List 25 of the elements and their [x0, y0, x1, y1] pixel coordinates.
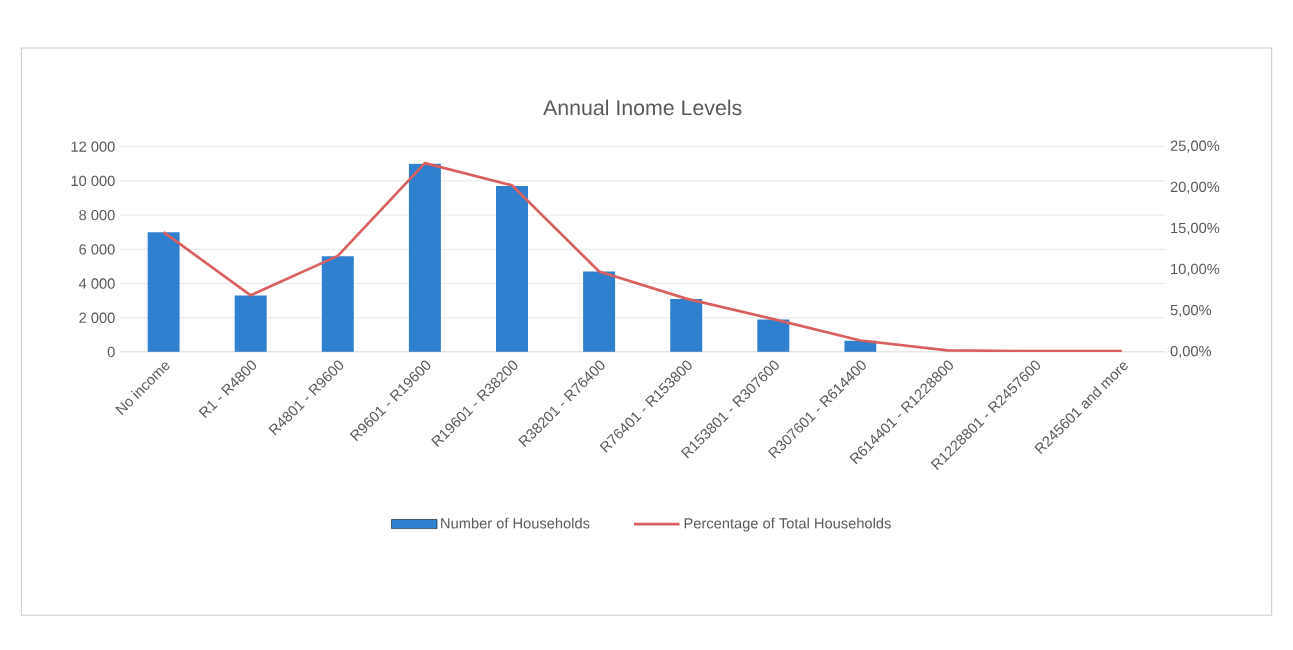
- line-series: [162, 161, 1124, 352]
- y2-tick-label: 25,00%: [1170, 140, 1220, 153]
- bar: [234, 295, 267, 352]
- bar: [583, 271, 616, 352]
- bar: [670, 298, 703, 352]
- legend-label: Percentage of Total Households: [684, 517, 891, 532]
- bar: [321, 256, 354, 352]
- bar: [147, 232, 180, 352]
- bar: [757, 319, 790, 352]
- y-tick-label: 10 000: [71, 175, 115, 187]
- legend-label: Number of Households: [441, 517, 590, 529]
- y2-tick-label: 10,00%: [1171, 263, 1220, 276]
- y-tick-label: 6 000: [79, 244, 115, 255]
- y-tick-label: 4 000: [78, 278, 115, 289]
- y-tick-label: 2 000: [79, 312, 115, 323]
- y-tick-label: 12 000: [71, 141, 115, 152]
- y2-tick-label: 5,00%: [1170, 304, 1212, 317]
- y2-tick-label: 15,00%: [1171, 222, 1220, 235]
- y2-tick-label: 0,00%: [1170, 345, 1212, 359]
- chart-title: Annual Inome Levels: [543, 99, 742, 116]
- y-tick-label: 8 000: [79, 209, 115, 221]
- y-tick-label: 0: [107, 346, 115, 358]
- bar: [496, 186, 529, 352]
- bar: [408, 163, 441, 352]
- y2-tick-label: 20,00%: [1170, 181, 1220, 194]
